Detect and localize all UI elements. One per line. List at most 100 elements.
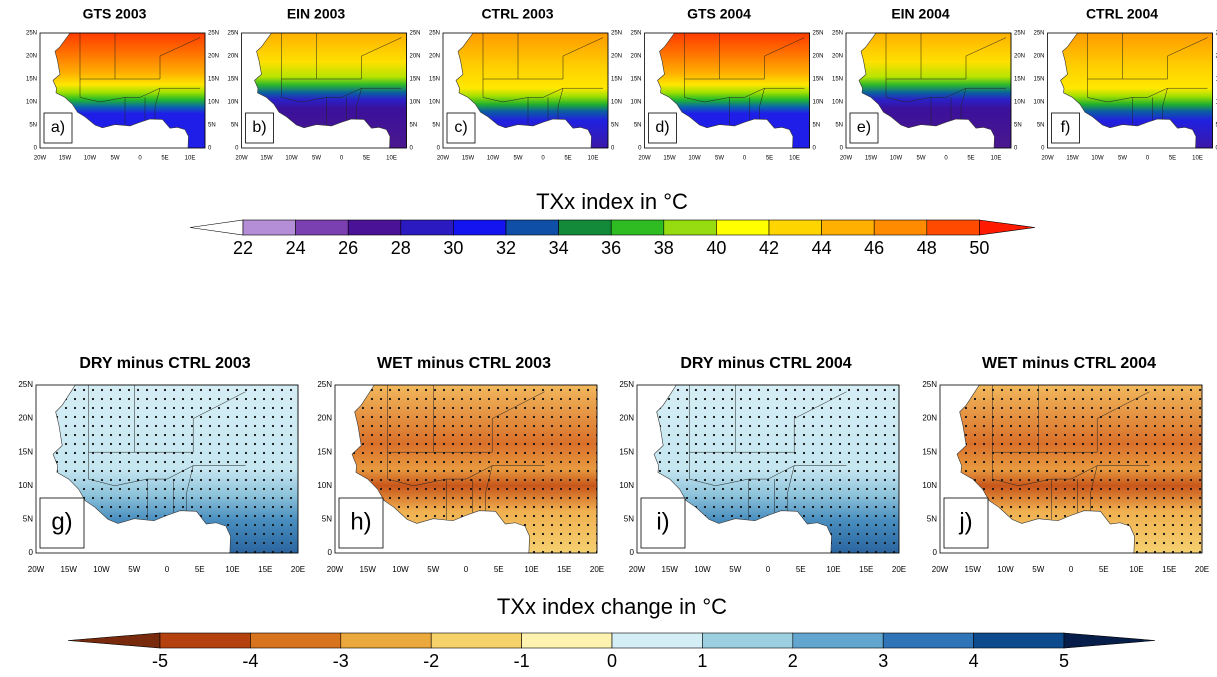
lon-label: 5E [363, 156, 370, 162]
border [689, 452, 847, 487]
lon-label: 10E [386, 156, 397, 162]
border [885, 79, 1006, 103]
map-frame [1047, 32, 1213, 149]
lon-label: 15W [662, 565, 679, 574]
colorbar-label: 0 [607, 651, 617, 671]
lat-label: 0 [34, 146, 38, 152]
lon-label: 20W [327, 565, 344, 574]
border [88, 385, 135, 453]
lon-label: 20E [1195, 565, 1209, 574]
lon-label: 10E [185, 156, 196, 162]
lat-label: 25N [1033, 31, 1044, 37]
lon-label: 5W [729, 565, 741, 574]
lat-label: 15N [18, 447, 33, 456]
colorbar-segment [505, 219, 559, 236]
colorbar-label: -4 [242, 651, 258, 671]
lon-label: 20W [638, 156, 651, 162]
lon-label: 20E [590, 565, 604, 574]
lon-label: 5E [195, 565, 205, 574]
map-frame [35, 384, 299, 554]
panel-label-box [446, 112, 476, 144]
lon-label: 15E [859, 565, 873, 574]
colorbar-label: -3 [333, 651, 349, 671]
lon-label: 10W [1091, 156, 1104, 162]
lon-label: 0 [541, 156, 545, 162]
lat-label: 5N [23, 515, 33, 524]
lon-label: 10E [1192, 156, 1203, 162]
colorbar-label: 30 [443, 238, 463, 258]
lat-label: 0 [328, 548, 333, 557]
colorbar-label: -1 [514, 651, 530, 671]
colorbar-label: 38 [654, 238, 674, 258]
lon-label: 15W [965, 565, 982, 574]
land [455, 32, 609, 149]
colorbar-segment [400, 219, 454, 236]
land [254, 32, 407, 149]
colorbar-segment [242, 219, 296, 236]
lat-label: 25N [317, 380, 332, 389]
border [186, 465, 194, 511]
lat-label: 10N [619, 481, 634, 490]
lon-label: 5W [312, 156, 321, 162]
stipple [53, 385, 298, 553]
border [885, 33, 922, 80]
panel-label-box [943, 497, 989, 549]
lon-label: 20W [437, 156, 450, 162]
lat-label: 10N [611, 100, 622, 106]
lat-label: 20N [611, 54, 622, 60]
colorbar-title: TXx index in °C [536, 189, 688, 214]
lat-label: 15N [630, 77, 641, 83]
lon-label: 15E [1162, 565, 1176, 574]
stipple [654, 385, 899, 553]
panel-label: c) [454, 119, 467, 136]
lon-label: 20W [28, 565, 45, 574]
lat-label: 10N [208, 100, 219, 106]
colorbar-segment [295, 219, 349, 236]
stipple [957, 385, 1202, 553]
map-frame [39, 32, 206, 149]
lon-label: 10E [225, 565, 239, 574]
panel-title: DRY minus CTRL 2004 [680, 355, 851, 372]
border [115, 37, 201, 80]
map-frame [845, 32, 1012, 149]
map-frame [334, 384, 598, 554]
colorbar-title: TXx index change in °C [497, 594, 727, 619]
lon-label: 20E [892, 565, 906, 574]
lon-label: 20W [629, 565, 646, 574]
colorbar-segment [702, 632, 794, 649]
lat-label: 10N [410, 100, 421, 106]
colorbar-label: 32 [496, 238, 516, 258]
lon-label: 5W [427, 565, 439, 574]
lat-label: 0 [933, 548, 938, 557]
lat-label: 10N [1014, 100, 1025, 106]
border [518, 37, 604, 80]
colorbar-segment [250, 632, 342, 649]
panel-title: CTRL 2004 [1086, 6, 1158, 22]
lon-label: 20W [235, 156, 248, 162]
lat-label: 20N [429, 54, 440, 60]
lon-label: 0 [1069, 565, 1074, 574]
lat-label: 0 [1014, 146, 1018, 152]
lat-label: 5N [231, 123, 239, 129]
lat-label: 25N [227, 31, 238, 37]
border [759, 88, 765, 120]
lat-label: 20N [630, 54, 641, 60]
colorbar-label: 2 [788, 651, 798, 671]
lat-label: 10N [922, 481, 937, 490]
lat-label: 15N [1216, 77, 1217, 83]
lat-label: 10N [1216, 100, 1217, 106]
lon-label: 0 [766, 565, 771, 574]
panel-label-box [648, 112, 677, 144]
lat-label: 20N [208, 54, 219, 60]
border [79, 79, 200, 103]
lat-label: 5N [813, 123, 821, 129]
lat-label: 20N [317, 414, 332, 423]
lat-label: 5N [1014, 123, 1022, 129]
lon-label: 10W [487, 156, 500, 162]
lat-label: 20N [832, 54, 843, 60]
lat-label: 25N [18, 380, 33, 389]
lat-label: 10N [813, 100, 824, 106]
lon-label: 10W [688, 156, 701, 162]
lat-label: 0 [630, 548, 635, 557]
lat-label: 0 [235, 146, 239, 152]
